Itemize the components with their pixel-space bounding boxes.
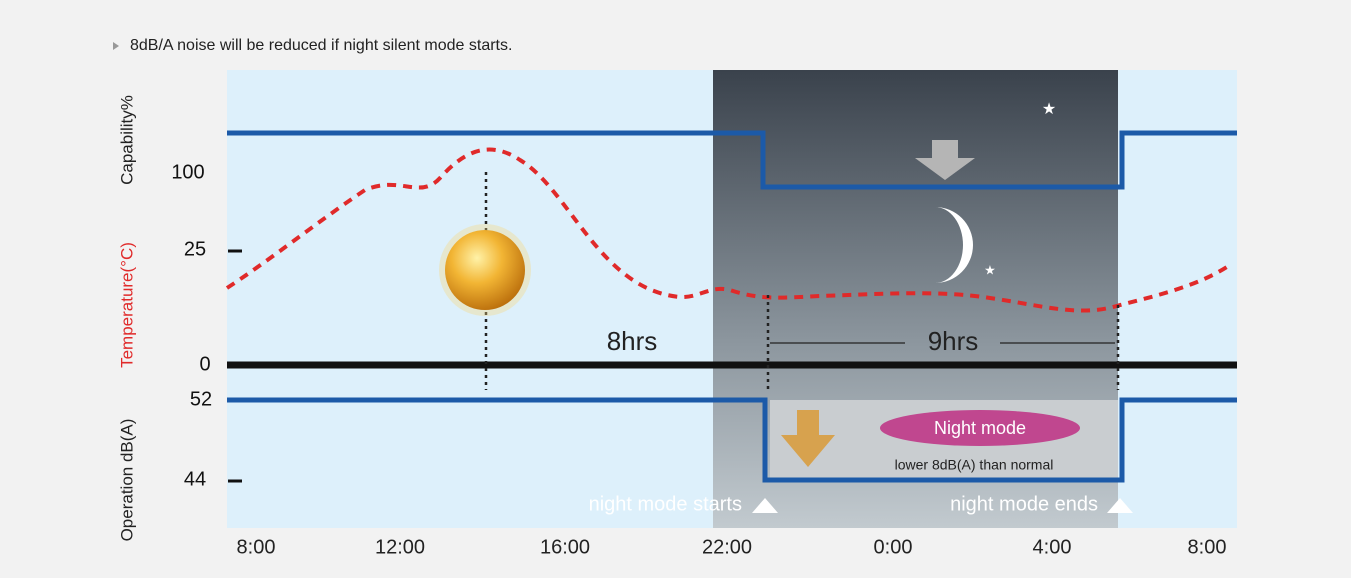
down-arrow <box>915 140 975 180</box>
star: ★ <box>984 262 996 277</box>
time-label: 8:00 <box>237 536 276 558</box>
time-label: 12:00 <box>375 536 425 558</box>
time-label: 8:00 <box>1188 536 1227 558</box>
time-labels: 8:00 12:00 16:00 22:00 0:00 4:00 8:00 <box>237 536 1227 558</box>
moon <box>935 207 973 283</box>
end-triangle <box>1107 498 1133 513</box>
left-tick: 100 <box>171 161 204 183</box>
down-arrow <box>781 410 835 467</box>
note: 8dB/A noise will be reduced if night sil… <box>130 37 512 54</box>
left-tick: 52 <box>190 388 212 410</box>
capability-axis-label: Capability% <box>117 95 136 185</box>
left-tick: 44 <box>184 468 206 490</box>
night-duration: 9hrs <box>928 326 979 356</box>
time-label: 4:00 <box>1033 536 1072 558</box>
start-triangle <box>752 498 778 513</box>
end-label: night mode ends <box>950 493 1098 515</box>
bullet <box>113 42 119 50</box>
temperature-curve <box>225 147 1232 313</box>
day-duration: 8hrs <box>607 326 658 356</box>
time-label: 22:00 <box>702 536 752 558</box>
star: ★ <box>1042 101 1056 118</box>
start-label: night mode starts <box>589 493 742 515</box>
sun <box>445 230 525 310</box>
capability-line <box>227 130 1237 190</box>
operation-axis-label: Operation dB(A) <box>117 419 136 542</box>
badge-text: Night mode <box>934 418 1026 438</box>
left-tick: 0 <box>199 353 210 375</box>
temperature-axis-label: Temperature(°C) <box>117 242 136 368</box>
left-tick: 25 <box>184 238 206 260</box>
night-caption: lower 8dB(A) than normal <box>895 457 1054 473</box>
time-label: 0:00 <box>874 536 913 558</box>
night-mode-badge <box>880 410 1080 446</box>
db-line <box>227 397 1237 483</box>
time-label: 16:00 <box>540 536 590 558</box>
